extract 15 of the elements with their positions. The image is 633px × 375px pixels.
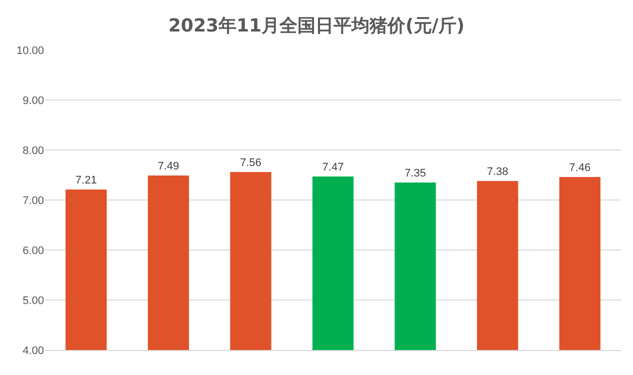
y-tick-label: 4.00 [22,344,44,357]
data-label: 7.38 [486,166,508,178]
data-label: 7.35 [404,168,426,180]
chart-title: 2023年11月全国日平均猪价(元/斤) [168,15,465,36]
data-label: 7.21 [75,174,97,186]
data-label: 7.46 [569,162,591,174]
y-tick-label: 10.00 [16,44,44,57]
y-tick-label: 8.00 [22,144,44,157]
y-tick-label: 6.00 [22,244,44,257]
y-tick-label: 9.00 [22,94,44,107]
y-tick-label: 5.00 [22,294,44,307]
data-label: 7.49 [158,160,180,172]
data-label: 7.47 [322,162,344,174]
y-tick-label: 7.00 [22,194,44,207]
data-label: 7.56 [240,157,262,169]
